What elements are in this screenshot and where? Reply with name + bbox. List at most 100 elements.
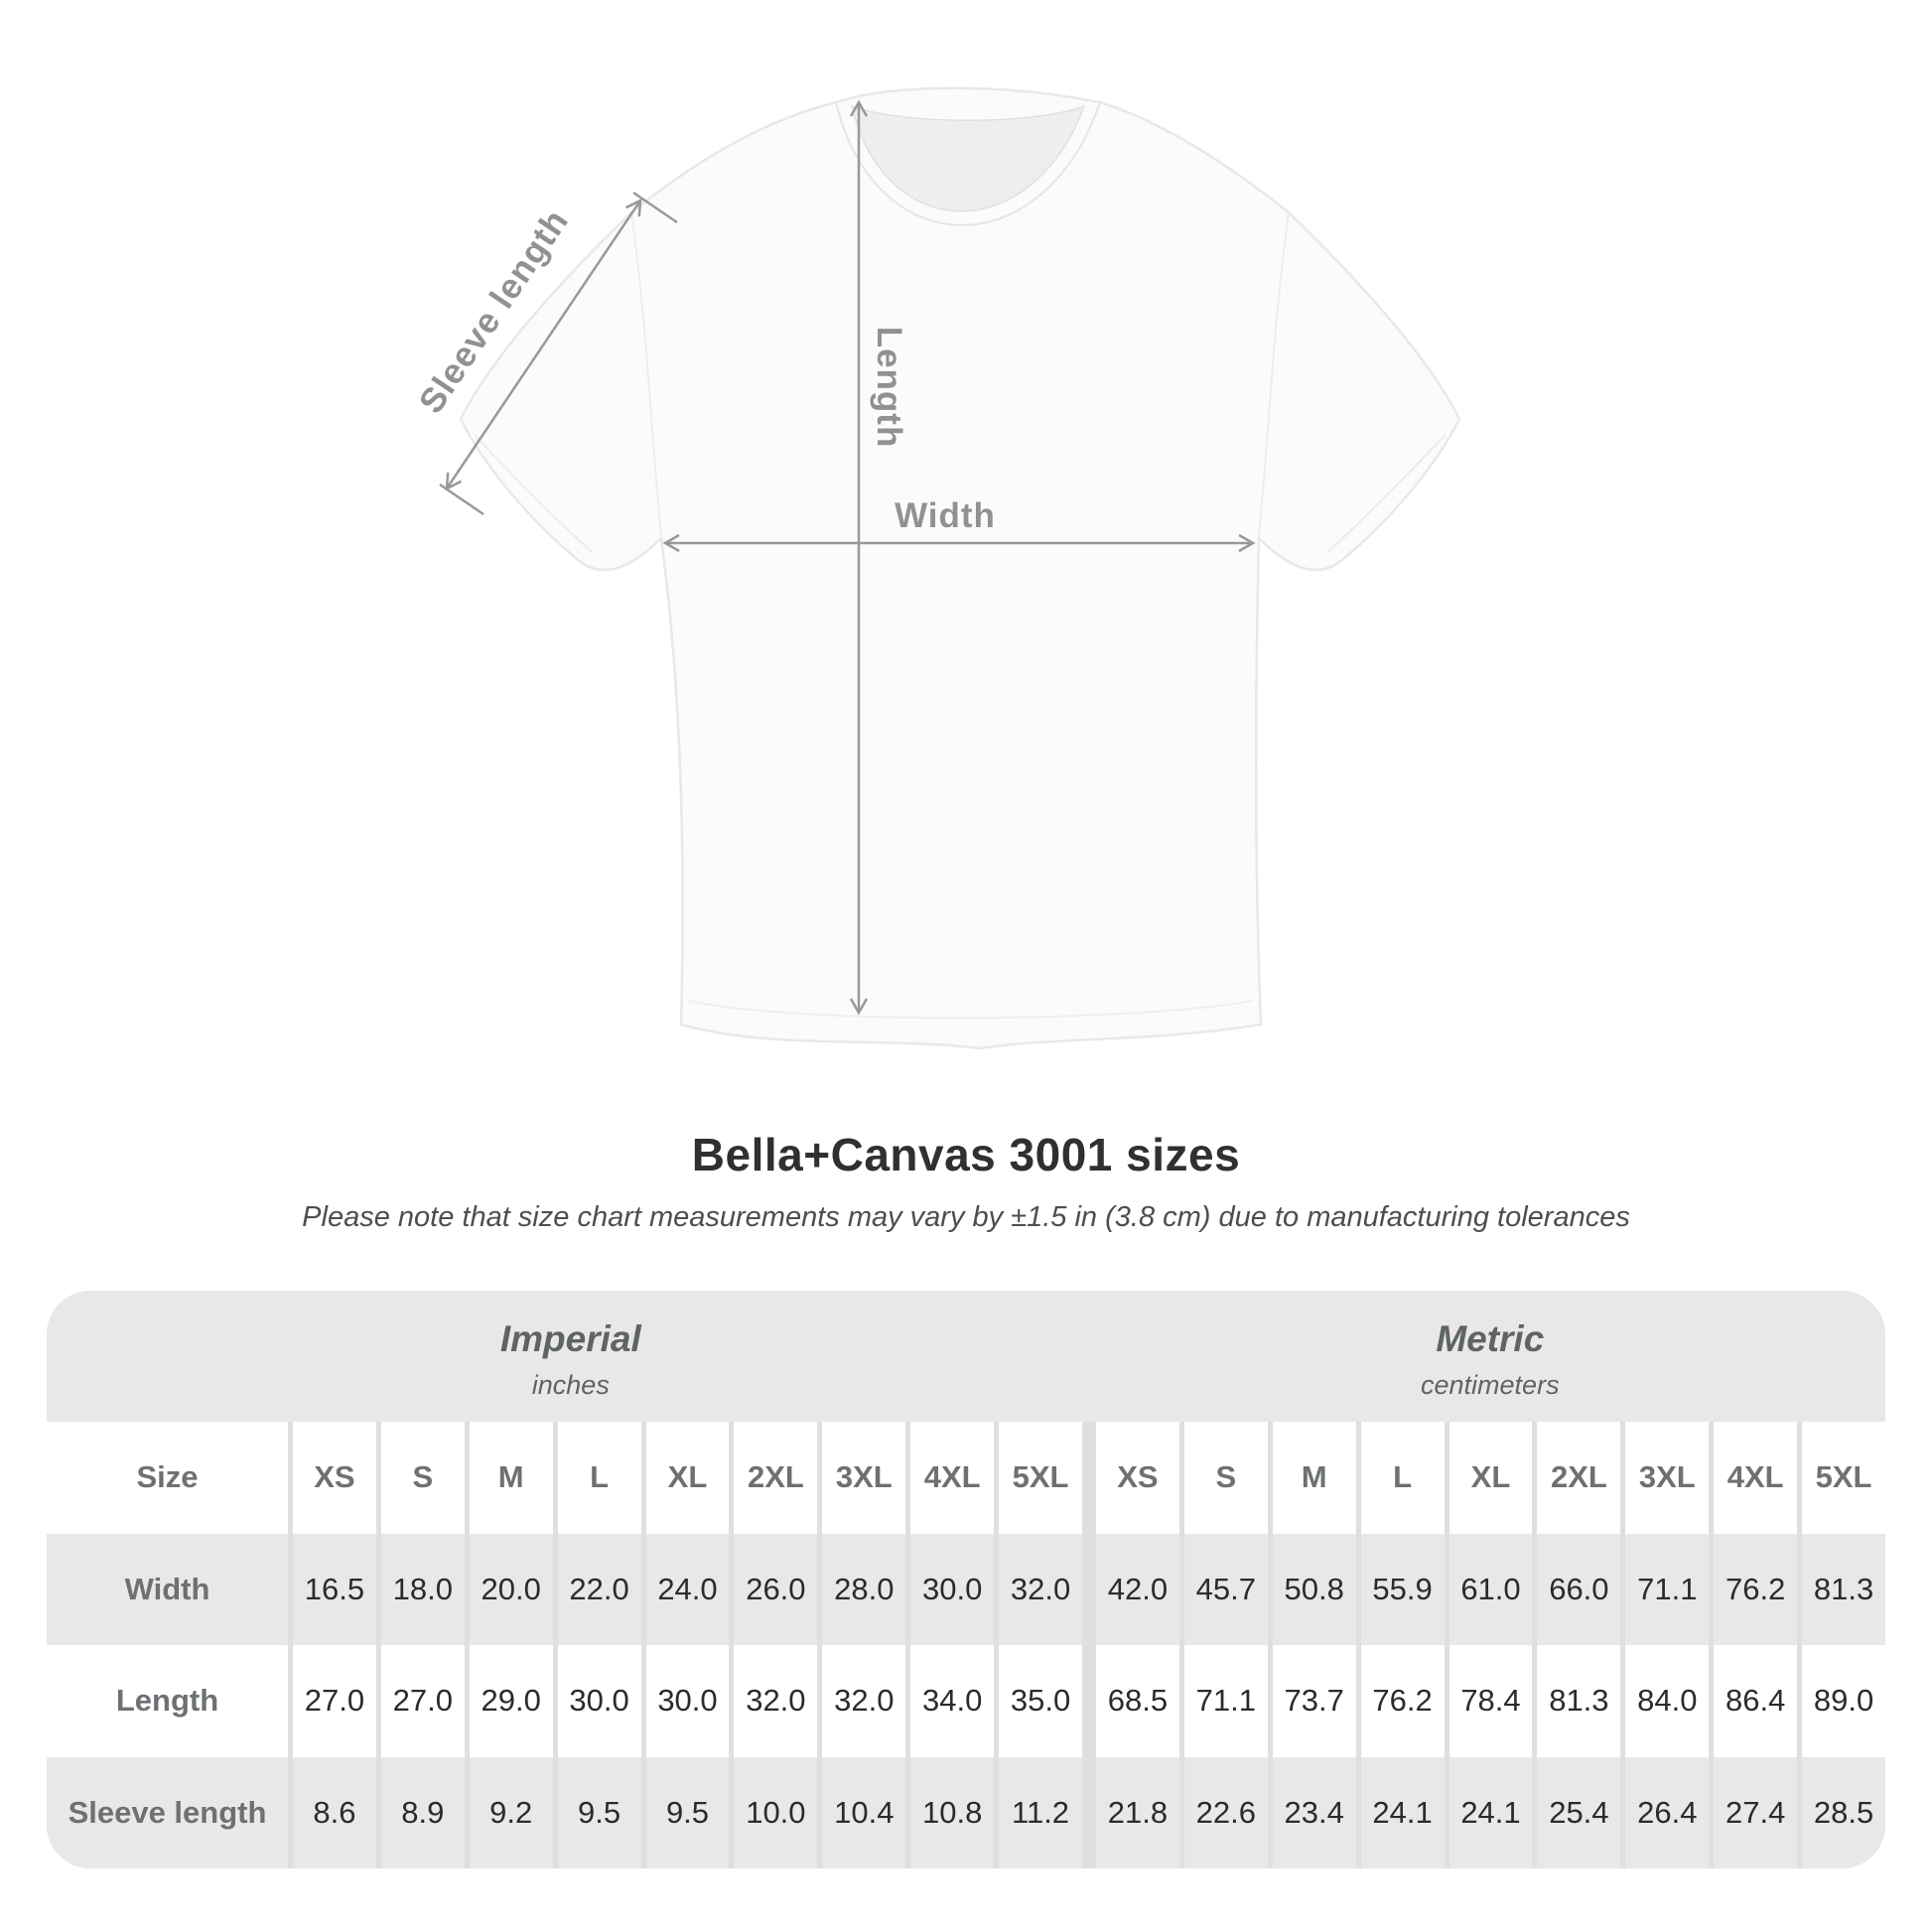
width-label: Width (895, 496, 996, 535)
table-cell: 32.0 (822, 1645, 906, 1757)
unit-group-name: Imperial (499, 1317, 641, 1359)
table-cell: 35.0 (999, 1645, 1082, 1757)
column-header: 4XL (910, 1422, 995, 1534)
table-cell: 30.0 (645, 1645, 730, 1757)
column-header: 4XL (1714, 1422, 1798, 1534)
table-cell: 50.8 (1272, 1533, 1356, 1645)
group-spacer (1087, 1645, 1091, 1757)
table-cell: 22.6 (1183, 1756, 1268, 1868)
unit-group-metric: Metric centimeters (1095, 1291, 1885, 1422)
group-spacer (1087, 1422, 1091, 1534)
unit-group-unit: inches (531, 1369, 610, 1400)
collar-opening (850, 104, 1086, 212)
page-title: Bella+Canvas 3001 sizes (691, 1129, 1241, 1180)
table-cell: 16.5 (293, 1533, 376, 1645)
length-label: Length (870, 327, 908, 449)
table-cell: 9.2 (469, 1756, 553, 1868)
table-cell: 26.4 (1625, 1756, 1710, 1868)
table-cell: 10.8 (910, 1756, 995, 1868)
tshirt-diagram: Sleeve length Length Width (412, 86, 1461, 1050)
size-table: Imperial inches Metric centimeters Size X… (47, 1291, 1885, 1868)
table-cell: 81.3 (1537, 1645, 1621, 1757)
table-cell: 22.0 (557, 1533, 641, 1645)
row-label: Sleeve length (47, 1756, 288, 1868)
size-column-header: Size (47, 1422, 288, 1534)
table-cell: 29.0 (469, 1645, 553, 1757)
column-header: XL (1449, 1422, 1533, 1534)
table-cell: 66.0 (1537, 1533, 1621, 1645)
table-cell: 32.0 (999, 1533, 1082, 1645)
table-cell: 8.9 (380, 1756, 465, 1868)
table-cell: 68.5 (1095, 1645, 1179, 1757)
column-header: L (1360, 1422, 1445, 1534)
tshirt-body (459, 86, 1461, 1050)
table-cell: 89.0 (1802, 1645, 1885, 1757)
table-cell: 78.4 (1449, 1645, 1533, 1757)
table-cell: 10.4 (822, 1756, 906, 1868)
table-cell: 76.2 (1714, 1533, 1798, 1645)
table-cell: 27.0 (293, 1645, 376, 1757)
table-cell: 45.7 (1183, 1533, 1268, 1645)
group-spacer (1087, 1534, 1091, 1646)
row-label: Width (47, 1533, 288, 1645)
column-header: 5XL (1802, 1422, 1885, 1534)
table-cell: 26.0 (734, 1533, 818, 1645)
table-cell: 10.0 (734, 1756, 818, 1868)
column-header: 3XL (1625, 1422, 1710, 1534)
table-cell: 25.4 (1537, 1756, 1621, 1868)
column-header: XL (645, 1422, 730, 1534)
table-cell: 24.1 (1449, 1756, 1533, 1868)
size-grid: Size XS S M L XL 2XL 3XL 4XL 5XL XS S M L XL 2XL 3XL 4XL 5… (47, 1422, 1885, 1868)
table-cell: 28.0 (822, 1533, 906, 1645)
right-cuff-fold (1327, 434, 1447, 553)
table-cell: 27.0 (380, 1645, 465, 1757)
column-header: L (557, 1422, 641, 1534)
unit-group-unit: centimeters (1421, 1369, 1560, 1400)
table-cell: 73.7 (1272, 1645, 1356, 1757)
column-header: S (1183, 1422, 1268, 1534)
table-cell: 24.1 (1360, 1756, 1445, 1868)
table-cell: 30.0 (557, 1645, 641, 1757)
table-cell: 71.1 (1183, 1645, 1268, 1757)
table-cell: 23.4 (1272, 1756, 1356, 1868)
table-cell: 84.0 (1625, 1645, 1710, 1757)
sleeve-extension-tick-top (632, 191, 678, 224)
table-cell: 24.0 (645, 1533, 730, 1645)
page-subtitle: Please note that size chart measurements… (302, 1201, 1630, 1233)
table-cell: 81.3 (1802, 1533, 1885, 1645)
table-cell: 71.1 (1625, 1533, 1710, 1645)
table-cell: 21.8 (1095, 1756, 1179, 1868)
unit-group-name: Metric (1436, 1317, 1545, 1359)
column-header: S (380, 1422, 465, 1534)
table-cell: 20.0 (469, 1533, 553, 1645)
sleeve-extension-tick-bottom (439, 483, 484, 516)
table-cell: 28.5 (1802, 1756, 1885, 1868)
right-sleeve-seam (1258, 211, 1290, 537)
hem-stitch-line (688, 1000, 1254, 1020)
column-header: M (1272, 1422, 1356, 1534)
unit-group-imperial: Imperial inches (47, 1291, 1095, 1422)
column-header: 2XL (1537, 1422, 1621, 1534)
table-cell: 9.5 (645, 1756, 730, 1868)
table-cell: 30.0 (910, 1533, 995, 1645)
table-cell: 27.4 (1714, 1756, 1798, 1868)
column-header: M (469, 1422, 553, 1534)
table-cell: 18.0 (380, 1533, 465, 1645)
tshirt-graphic (459, 86, 1461, 1050)
sleeve-dimension-line (445, 198, 642, 491)
title-block: Bella+Canvas 3001 sizes Please note that… (0, 1128, 1932, 1234)
column-header: 5XL (999, 1422, 1082, 1534)
table-cell: 32.0 (734, 1645, 818, 1757)
table-cell: 9.5 (557, 1756, 641, 1868)
column-header: XS (1095, 1422, 1179, 1534)
table-cell: 42.0 (1095, 1533, 1179, 1645)
unit-header: Imperial inches Metric centimeters (47, 1291, 1885, 1422)
column-header: 2XL (734, 1422, 818, 1534)
row-label: Length (47, 1645, 288, 1757)
table-cell: 86.4 (1714, 1645, 1798, 1757)
table-cell: 61.0 (1449, 1533, 1533, 1645)
table-cell: 55.9 (1360, 1533, 1445, 1645)
table-cell: 76.2 (1360, 1645, 1445, 1757)
column-header: 3XL (822, 1422, 906, 1534)
